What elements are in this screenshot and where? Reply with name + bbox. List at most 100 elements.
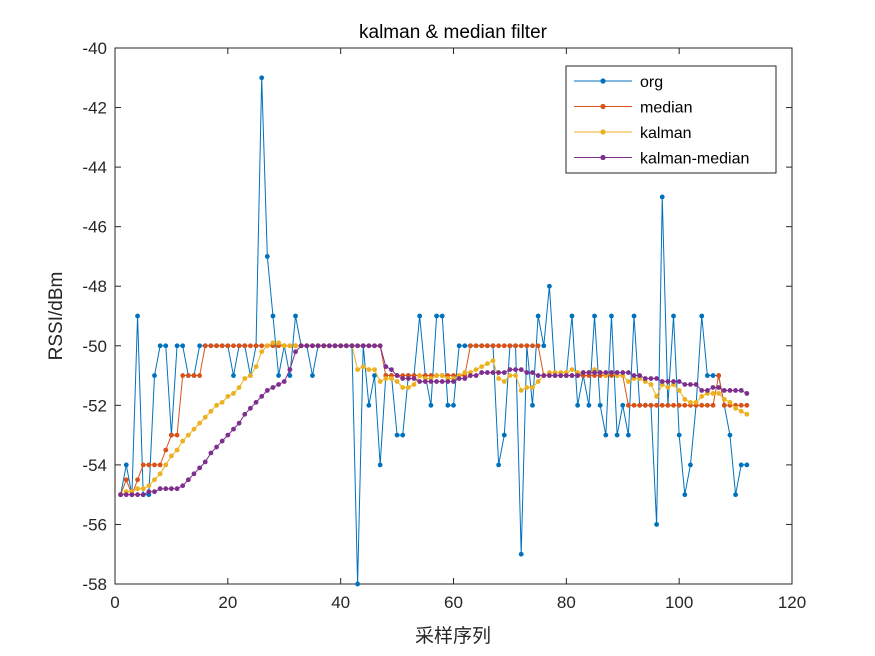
data-point-kalman bbox=[248, 373, 253, 378]
data-point-kalman bbox=[727, 399, 733, 405]
data-point-org bbox=[688, 462, 693, 468]
data-point-org bbox=[152, 373, 157, 378]
series-line-kalman bbox=[120, 342, 748, 496]
data-point-kalman-median bbox=[411, 376, 417, 381]
data-point-kalman bbox=[253, 364, 259, 370]
legend: org median kalman kalman-median bbox=[565, 65, 777, 174]
data-point-org bbox=[163, 343, 169, 349]
series-kalman-median bbox=[118, 343, 750, 498]
data-point-kalman bbox=[507, 373, 513, 378]
data-point-kalman-median bbox=[434, 379, 439, 384]
data-point-kalman-median bbox=[140, 492, 146, 498]
data-point-kalman-median bbox=[377, 343, 383, 349]
data-point-kalman-median bbox=[716, 385, 722, 390]
data-point-kalman-median bbox=[609, 370, 614, 375]
data-point-kalman-median bbox=[620, 370, 626, 375]
data-point-median bbox=[468, 343, 473, 349]
data-point-median bbox=[659, 402, 665, 408]
data-point-org bbox=[123, 462, 129, 468]
data-point-median bbox=[490, 343, 496, 349]
data-point-org bbox=[676, 432, 682, 438]
data-point-kalman bbox=[202, 414, 208, 420]
data-point-org bbox=[462, 343, 468, 349]
data-point-kalman bbox=[372, 367, 377, 372]
data-point-kalman bbox=[490, 358, 496, 364]
data-point-kalman-median bbox=[298, 343, 304, 349]
data-point-org bbox=[293, 313, 298, 319]
data-point-org bbox=[659, 194, 665, 200]
data-point-kalman bbox=[383, 376, 389, 381]
legend-label-org: org bbox=[640, 74, 663, 91]
data-point-kalman-median bbox=[614, 370, 620, 375]
data-point-kalman bbox=[208, 408, 214, 414]
data-point-kalman-median bbox=[558, 373, 564, 378]
data-point-org bbox=[157, 343, 163, 349]
data-point-org bbox=[287, 373, 293, 378]
data-point-org bbox=[456, 343, 462, 349]
data-point-kalman bbox=[152, 477, 157, 483]
data-point-kalman-median bbox=[163, 486, 169, 492]
data-point-kalman-median bbox=[654, 376, 659, 381]
data-point-kalman-median bbox=[202, 459, 208, 465]
data-point-kalman-median bbox=[372, 343, 377, 349]
chart-title: kalman & median filter bbox=[359, 22, 548, 43]
data-point-kalman bbox=[276, 340, 282, 346]
data-point-kalman-median bbox=[682, 382, 688, 387]
data-point-median bbox=[163, 447, 169, 453]
data-point-kalman-median bbox=[270, 385, 276, 390]
data-point-kalman-median bbox=[259, 394, 265, 399]
data-point-kalman-median bbox=[129, 492, 135, 498]
data-point-org bbox=[671, 313, 676, 319]
data-point-kalman-median bbox=[563, 373, 569, 378]
x-axis-label: 采样序列 bbox=[415, 625, 491, 647]
data-point-kalman-median bbox=[366, 343, 372, 349]
data-point-kalman-median bbox=[197, 465, 203, 471]
y-tick-label: -58 bbox=[82, 575, 107, 594]
data-point-kalman-median bbox=[208, 450, 214, 456]
data-point-org bbox=[738, 462, 744, 468]
data-point-kalman-median bbox=[389, 367, 394, 372]
data-point-median bbox=[625, 402, 631, 408]
data-point-median bbox=[665, 402, 671, 408]
data-point-kalman bbox=[744, 411, 750, 417]
data-point-kalman-median bbox=[642, 376, 648, 381]
data-point-kalman bbox=[400, 385, 406, 390]
series-layer bbox=[118, 75, 750, 587]
data-point-kalman-median bbox=[462, 376, 468, 381]
data-point-median bbox=[654, 402, 659, 408]
data-point-median bbox=[169, 432, 174, 438]
data-point-median bbox=[518, 343, 524, 349]
data-point-kalman-median bbox=[293, 349, 298, 355]
data-point-median bbox=[682, 402, 688, 408]
y-axis-label: RSSI/dBm bbox=[46, 272, 67, 361]
data-point-org bbox=[428, 402, 434, 408]
data-point-kalman bbox=[242, 376, 248, 381]
data-point-kalman-median bbox=[721, 388, 727, 393]
data-point-median bbox=[484, 343, 490, 349]
data-point-kalman-median bbox=[349, 343, 355, 349]
data-point-kalman bbox=[688, 399, 693, 405]
data-point-kalman-median bbox=[253, 399, 259, 405]
data-point-org bbox=[682, 492, 688, 498]
data-point-kalman-median bbox=[501, 370, 507, 375]
data-point-kalman bbox=[569, 367, 575, 372]
data-point-kalman bbox=[214, 402, 219, 408]
data-point-kalman-median bbox=[490, 370, 496, 375]
data-point-kalman-median bbox=[479, 370, 485, 375]
data-point-kalman-median bbox=[225, 432, 231, 438]
legend-box bbox=[565, 65, 777, 174]
data-point-org bbox=[445, 402, 451, 408]
data-point-kalman-median bbox=[231, 426, 236, 432]
data-point-org bbox=[259, 75, 265, 81]
data-point-kalman-median bbox=[185, 477, 191, 483]
data-point-org bbox=[710, 373, 716, 378]
data-point-kalman bbox=[146, 483, 152, 489]
data-point-kalman bbox=[535, 379, 541, 384]
data-point-org bbox=[377, 462, 383, 468]
legend-marker-median bbox=[600, 103, 606, 110]
data-point-kalman-median bbox=[592, 370, 597, 375]
data-point-kalman bbox=[682, 396, 688, 402]
data-point-org bbox=[614, 432, 620, 438]
data-point-median bbox=[637, 402, 643, 408]
data-point-kalman-median bbox=[547, 373, 552, 378]
